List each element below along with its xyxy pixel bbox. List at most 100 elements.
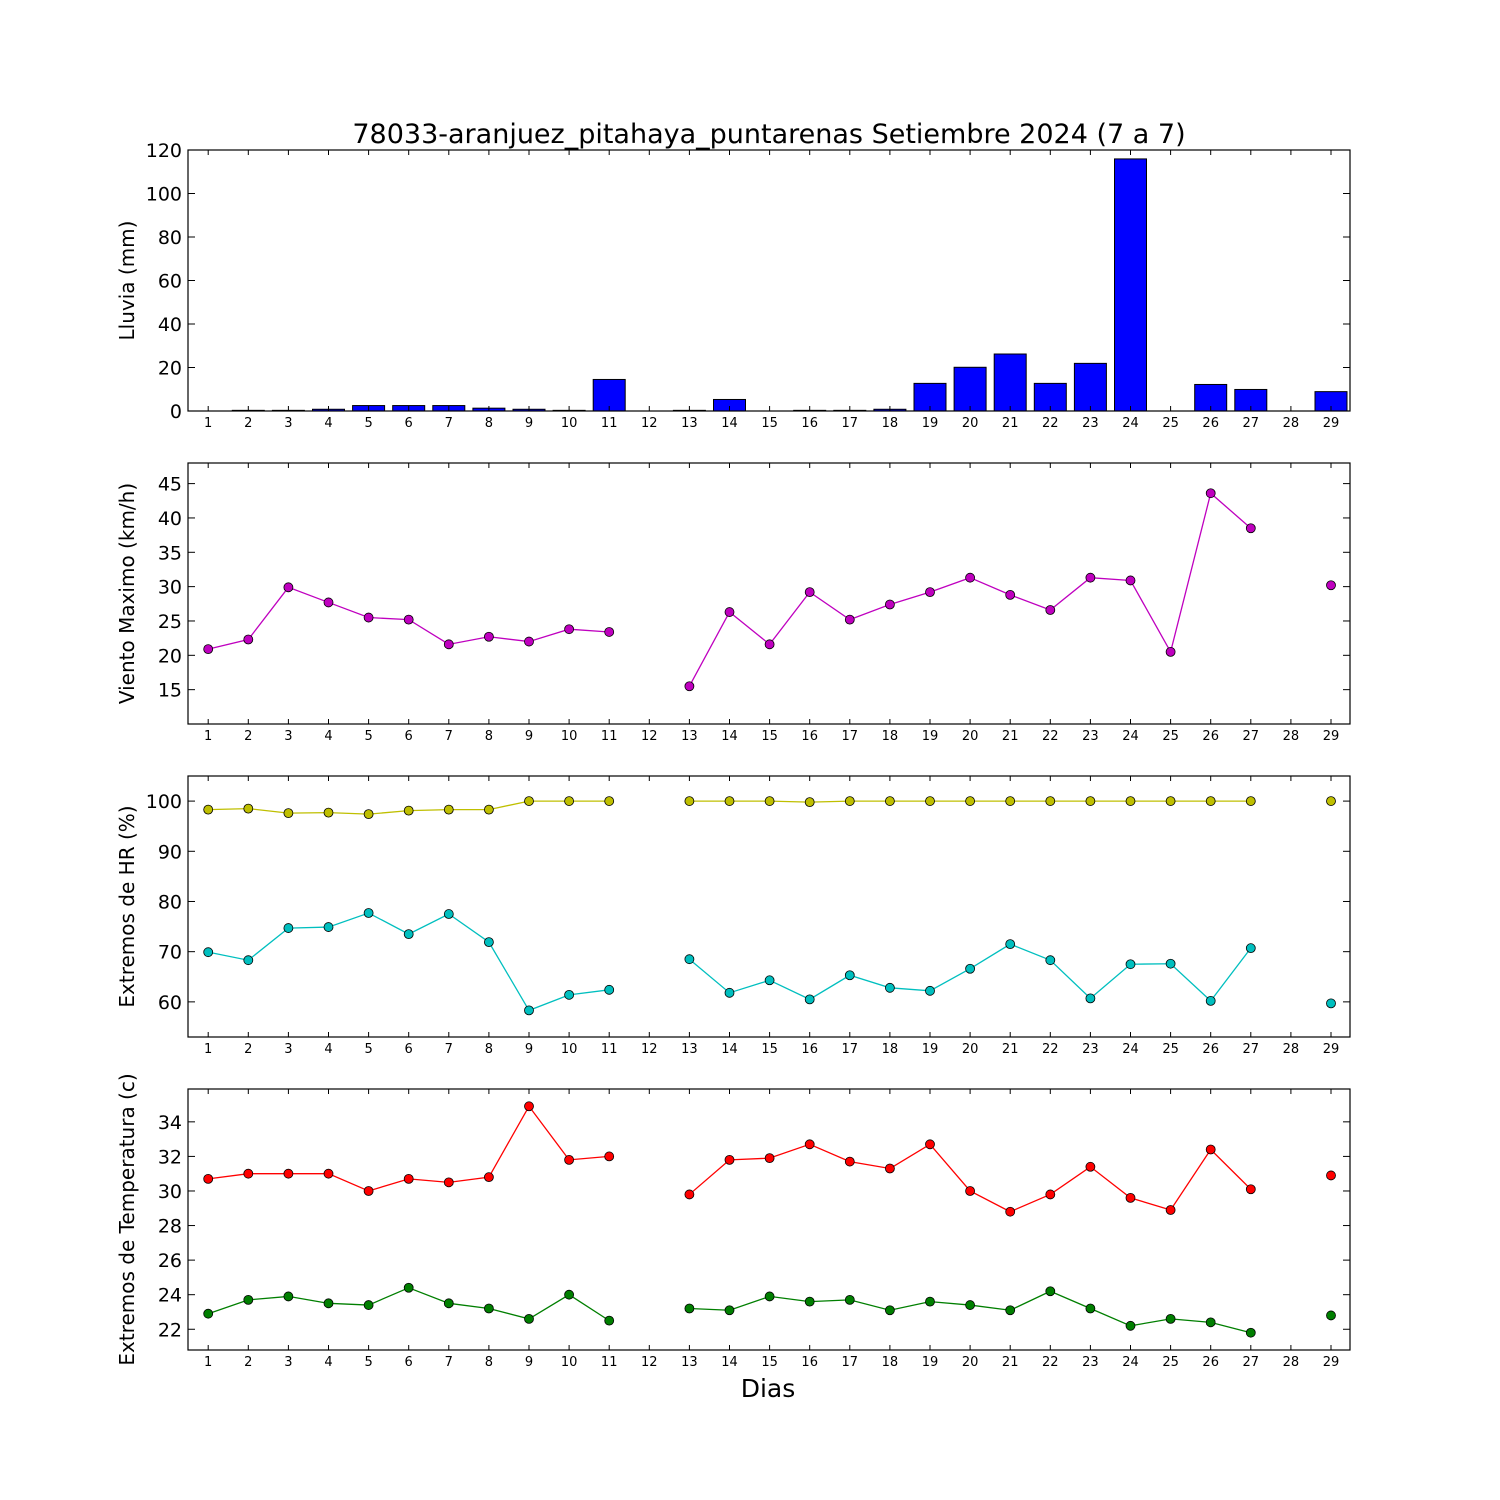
y-tick-label: 35 <box>158 542 182 564</box>
series-0-point-day-3 <box>283 808 294 819</box>
series-0-point-day-20 <box>965 1186 975 1196</box>
axis-frame <box>187 775 1351 1038</box>
series-0-point-day-2 <box>243 634 254 645</box>
x-tick-label: 16 <box>801 416 818 431</box>
bar-day-11 <box>592 378 626 412</box>
series-1-point-day-20 <box>965 1300 975 1310</box>
x-tick-label: 12 <box>641 416 658 431</box>
x-tick-label: 26 <box>1202 729 1219 744</box>
series-0-point-day-9 <box>524 636 534 647</box>
x-tick-label: 4 <box>324 729 332 744</box>
x-tick-label: 8 <box>485 729 493 744</box>
series-1-point-day-5 <box>363 908 374 918</box>
x-tick-label: 26 <box>1202 1042 1219 1057</box>
series-0-point-day-26 <box>1205 1144 1216 1155</box>
x-tick-label: 24 <box>1122 1042 1139 1057</box>
y-tick-label: 100 <box>146 791 182 813</box>
x-tick-label: 15 <box>761 416 778 431</box>
series-0-point-day-29 <box>1326 1170 1336 1181</box>
series-1-point-day-25 <box>1165 958 1176 969</box>
series-0-point-day-3 <box>283 582 294 593</box>
series-0-point-day-7 <box>443 639 454 650</box>
x-tick-label: 28 <box>1283 1355 1300 1370</box>
y-axis-label: Lluvia (mm) <box>115 221 139 341</box>
x-tick-label: 17 <box>842 1042 859 1057</box>
series-1-point-day-4 <box>323 922 334 932</box>
series-1-point-day-26 <box>1205 995 1216 1006</box>
chart-title: 78033-aranjuez_pitahaya_puntarenas Setie… <box>352 119 1185 150</box>
series-0-point-day-4 <box>323 597 334 608</box>
x-tick-label: 27 <box>1243 729 1260 744</box>
x-tick-label: 11 <box>601 1042 618 1057</box>
y-tick-label: 20 <box>158 645 182 667</box>
x-tick-label: 2 <box>244 1355 252 1370</box>
x-tick-label: 3 <box>284 1042 292 1057</box>
x-tick-label: 19 <box>922 1355 939 1370</box>
bar-day-24 <box>1114 158 1147 412</box>
series-0-point-day-8 <box>483 804 494 815</box>
series-1-point-day-1 <box>203 947 214 958</box>
x-tick-label: 10 <box>561 1042 578 1057</box>
series-0-point-day-25 <box>1165 1205 1176 1215</box>
x-tick-label: 25 <box>1162 416 1179 431</box>
series-1-point-day-9 <box>524 1005 534 1016</box>
y-axis-label: Extremos de Temperatura (c) <box>115 1073 139 1365</box>
series-0-line <box>688 1143 1252 1213</box>
x-tick-label: 14 <box>721 1355 738 1370</box>
series-1-point-day-11 <box>604 1315 615 1326</box>
x-tick-label: 1 <box>204 729 212 744</box>
series-0-point-day-5 <box>363 1186 374 1196</box>
series-0-point-day-25 <box>1165 646 1176 657</box>
y-tick-label: 15 <box>158 680 182 702</box>
x-tick-label: 15 <box>761 729 778 744</box>
series-0-point-day-9 <box>524 796 534 806</box>
y-tick-label: 22 <box>158 1319 182 1341</box>
x-tick-label: 28 <box>1283 416 1300 431</box>
y-tick-label: 20 <box>158 358 182 380</box>
x-tick-label: 10 <box>561 729 578 744</box>
series-1-point-day-8 <box>483 937 494 948</box>
series-1-point-day-27 <box>1245 943 1256 954</box>
y-tick-label: 32 <box>158 1146 182 1168</box>
x-tick-label: 15 <box>761 1042 778 1057</box>
series-0-point-day-1 <box>203 804 214 815</box>
x-tick-label: 2 <box>244 1042 252 1057</box>
series-1-point-day-22 <box>1045 1286 1056 1297</box>
series-1-point-day-4 <box>323 1298 334 1309</box>
x-tick-label: 26 <box>1202 416 1219 431</box>
series-0-point-day-29 <box>1326 796 1336 806</box>
series-1-point-day-29 <box>1326 1310 1336 1321</box>
series-0-point-day-7 <box>443 1177 454 1188</box>
series-0-point-day-21 <box>1005 796 1016 806</box>
series-1-point-day-6 <box>403 929 414 940</box>
y-axis-label: Extremos de HR (%) <box>115 805 139 1007</box>
series-0-point-day-20 <box>965 572 975 583</box>
x-tick-label: 3 <box>284 416 292 431</box>
series-1-point-day-16 <box>804 1296 815 1307</box>
series-1-point-day-3 <box>283 923 294 933</box>
x-tick-label: 22 <box>1042 1042 1059 1057</box>
series-1-point-day-2 <box>243 1294 254 1305</box>
y-tick-label: 90 <box>158 841 182 863</box>
series-1-line <box>208 912 610 1012</box>
series-1-point-day-16 <box>804 994 815 1005</box>
x-tick-label: 7 <box>445 416 453 431</box>
series-0-point-day-19 <box>925 587 935 598</box>
bar-day-21 <box>993 353 1027 412</box>
series-0-point-day-8 <box>483 631 494 642</box>
x-tick-label: 10 <box>561 416 578 431</box>
series-0-point-day-27 <box>1245 796 1256 806</box>
x-tick-label: 22 <box>1042 729 1059 744</box>
x-tick-label: 10 <box>561 1355 578 1370</box>
series-0-point-day-23 <box>1085 796 1096 806</box>
series-0-point-day-13 <box>684 796 695 806</box>
series-0-point-day-18 <box>885 1163 895 1174</box>
series-0-point-day-4 <box>323 807 334 818</box>
x-tick-label: 25 <box>1162 1355 1179 1370</box>
x-tick-label: 9 <box>525 416 533 431</box>
x-axis-label: Dias <box>741 1374 796 1403</box>
x-tick-label: 18 <box>882 729 899 744</box>
series-1-line <box>207 1287 610 1322</box>
series-0-point-day-11 <box>604 796 615 806</box>
